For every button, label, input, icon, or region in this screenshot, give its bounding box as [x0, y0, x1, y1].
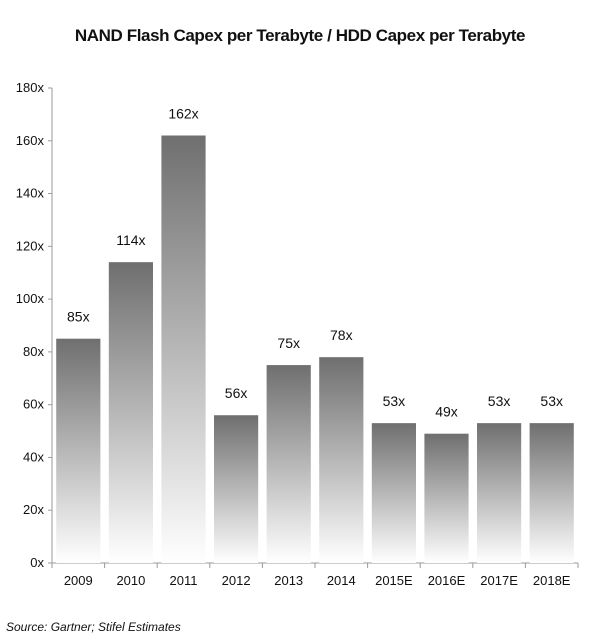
data-label-2017e: 53x	[488, 393, 511, 409]
data-label-2013: 75x	[277, 335, 300, 351]
x-tick-label-2014: 2014	[327, 573, 356, 588]
bar-2015e	[371, 423, 416, 563]
y-axis-ticks: 0x 20x 40x 60x 80x 100x 120x 140x 160x 180x	[16, 80, 52, 570]
x-axis-ticks: 2009 2010 2011 2012 2013 2014 2015E 2016E 2017E 2…	[51, 563, 579, 588]
x-tick-label-2013: 2013	[274, 573, 303, 588]
bar-2009	[56, 338, 101, 563]
x-tick-label-2017e: 2017E	[480, 573, 518, 588]
data-label-2016e: 49x	[435, 404, 458, 420]
chart-title: NAND Flash Capex per Terabyte / HDD Cape…	[74, 26, 526, 45]
x-tick-label-2016e: 2016E	[428, 573, 466, 588]
y-tick-label: 120x	[16, 238, 45, 253]
y-tick-label: 100x	[16, 291, 45, 306]
bar-2018e	[529, 423, 574, 563]
x-tick-label-2012: 2012	[222, 573, 251, 588]
data-label-2014: 78x	[330, 327, 353, 343]
bars-group	[56, 135, 574, 563]
y-tick-label: 180x	[16, 80, 45, 95]
data-label-2011: 162x	[168, 106, 198, 122]
x-tick-label-2009: 2009	[64, 573, 93, 588]
y-tick-label: 40x	[23, 449, 44, 464]
data-label-2010: 114x	[116, 232, 145, 248]
source-note: Source: Gartner; Stifel Estimates	[6, 620, 181, 634]
y-tick-label: 80x	[23, 344, 44, 359]
bar-2014	[319, 357, 364, 563]
data-label-2009: 85x	[67, 309, 90, 325]
bar-2016e	[424, 433, 469, 563]
bar-2017e	[477, 423, 522, 563]
bar-2011	[161, 135, 206, 563]
data-labels-group: 85x 114x 162x 56x 75x 78x 53x 49x 53x 53x	[67, 106, 563, 420]
data-label-2012: 56x	[225, 385, 248, 401]
bar-2013	[266, 365, 311, 563]
x-tick-label-2011: 2011	[170, 573, 198, 588]
y-tick-label: 140x	[16, 186, 45, 201]
x-tick-label-2015e: 2015E	[375, 573, 413, 588]
y-tick-label: 160x	[16, 133, 45, 148]
bar-2010	[108, 262, 153, 563]
y-tick-label: 60x	[23, 397, 44, 412]
y-tick-label: 0x	[30, 555, 44, 570]
x-tick-label-2010: 2010	[116, 573, 145, 588]
bar-2012	[214, 415, 259, 563]
data-label-2015e: 53x	[383, 393, 406, 409]
y-tick-label: 20x	[23, 502, 44, 517]
x-tick-label-2018e: 2018E	[533, 573, 571, 588]
data-label-2018e: 53x	[540, 393, 563, 409]
